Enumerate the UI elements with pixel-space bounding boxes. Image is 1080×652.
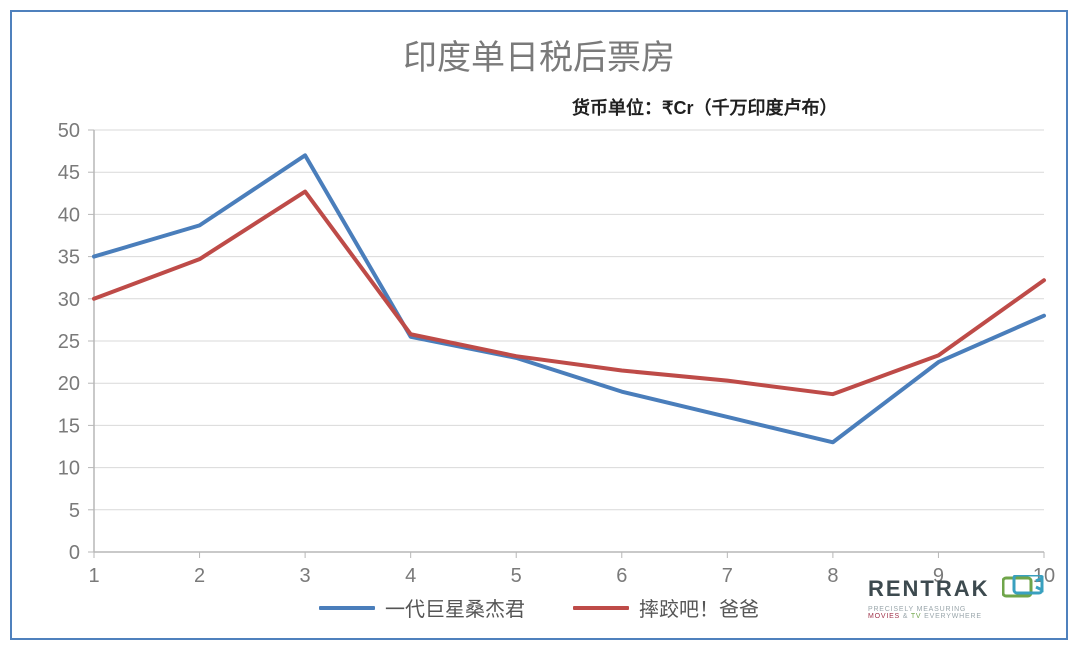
x-tick-label: 6 [616, 565, 627, 587]
y-tick-label: 20 [58, 373, 80, 395]
logo-text: RENTRAK [868, 578, 990, 600]
y-tick-label: 50 [58, 120, 80, 142]
x-tick-label: 8 [827, 565, 838, 587]
x-tick-label: 3 [300, 565, 311, 587]
y-tick-label: 25 [58, 331, 80, 353]
logo-sub-mid: & [900, 613, 911, 620]
logo-mark-icon [1002, 575, 1044, 603]
logo-sub-hl1: MOVIES [868, 613, 900, 620]
legend-label: 一代巨星桑杰君 [385, 593, 525, 622]
logo-sub-post: EVERYWHERE [921, 613, 981, 620]
y-tick-label: 30 [58, 289, 80, 311]
y-tick-label: 40 [58, 204, 80, 226]
x-tick-label: 4 [405, 565, 416, 587]
y-tick-label: 10 [58, 458, 80, 480]
logo-sub-pre: PRECISELY MEASURING [868, 606, 966, 613]
x-tick-label: 5 [511, 565, 522, 587]
x-tick-label: 2 [194, 565, 205, 587]
y-tick-label: 5 [69, 500, 80, 522]
legend-item-1: 摔跤吧！爸爸 [573, 593, 759, 622]
y-tick-label: 35 [58, 247, 80, 269]
legend-label: 摔跤吧！爸爸 [639, 593, 759, 622]
x-tick-label: 1 [88, 565, 99, 587]
legend-swatch [573, 606, 629, 610]
chart-frame: 印度单日税后票房 货币单位：₹Cr（千万印度卢布） 05101520253035… [10, 10, 1068, 640]
y-tick-label: 15 [58, 415, 80, 437]
y-tick-label: 45 [58, 162, 80, 184]
x-tick-label: 7 [722, 565, 733, 587]
legend-item-0: 一代巨星桑杰君 [319, 593, 525, 622]
logo-sub-hl2: TV [911, 613, 922, 620]
legend-swatch [319, 606, 375, 610]
y-tick-label: 0 [69, 542, 80, 564]
series-line-1 [94, 192, 1044, 395]
line-chart: 0510152025303540455012345678910 [12, 12, 1066, 638]
logo-subtext: PRECISELY MEASURING MOVIES & TV EVERYWHE… [868, 606, 1044, 620]
rentrak-logo: RENTRAK PRECISELY MEASURING MOVIES & TV … [868, 575, 1044, 620]
